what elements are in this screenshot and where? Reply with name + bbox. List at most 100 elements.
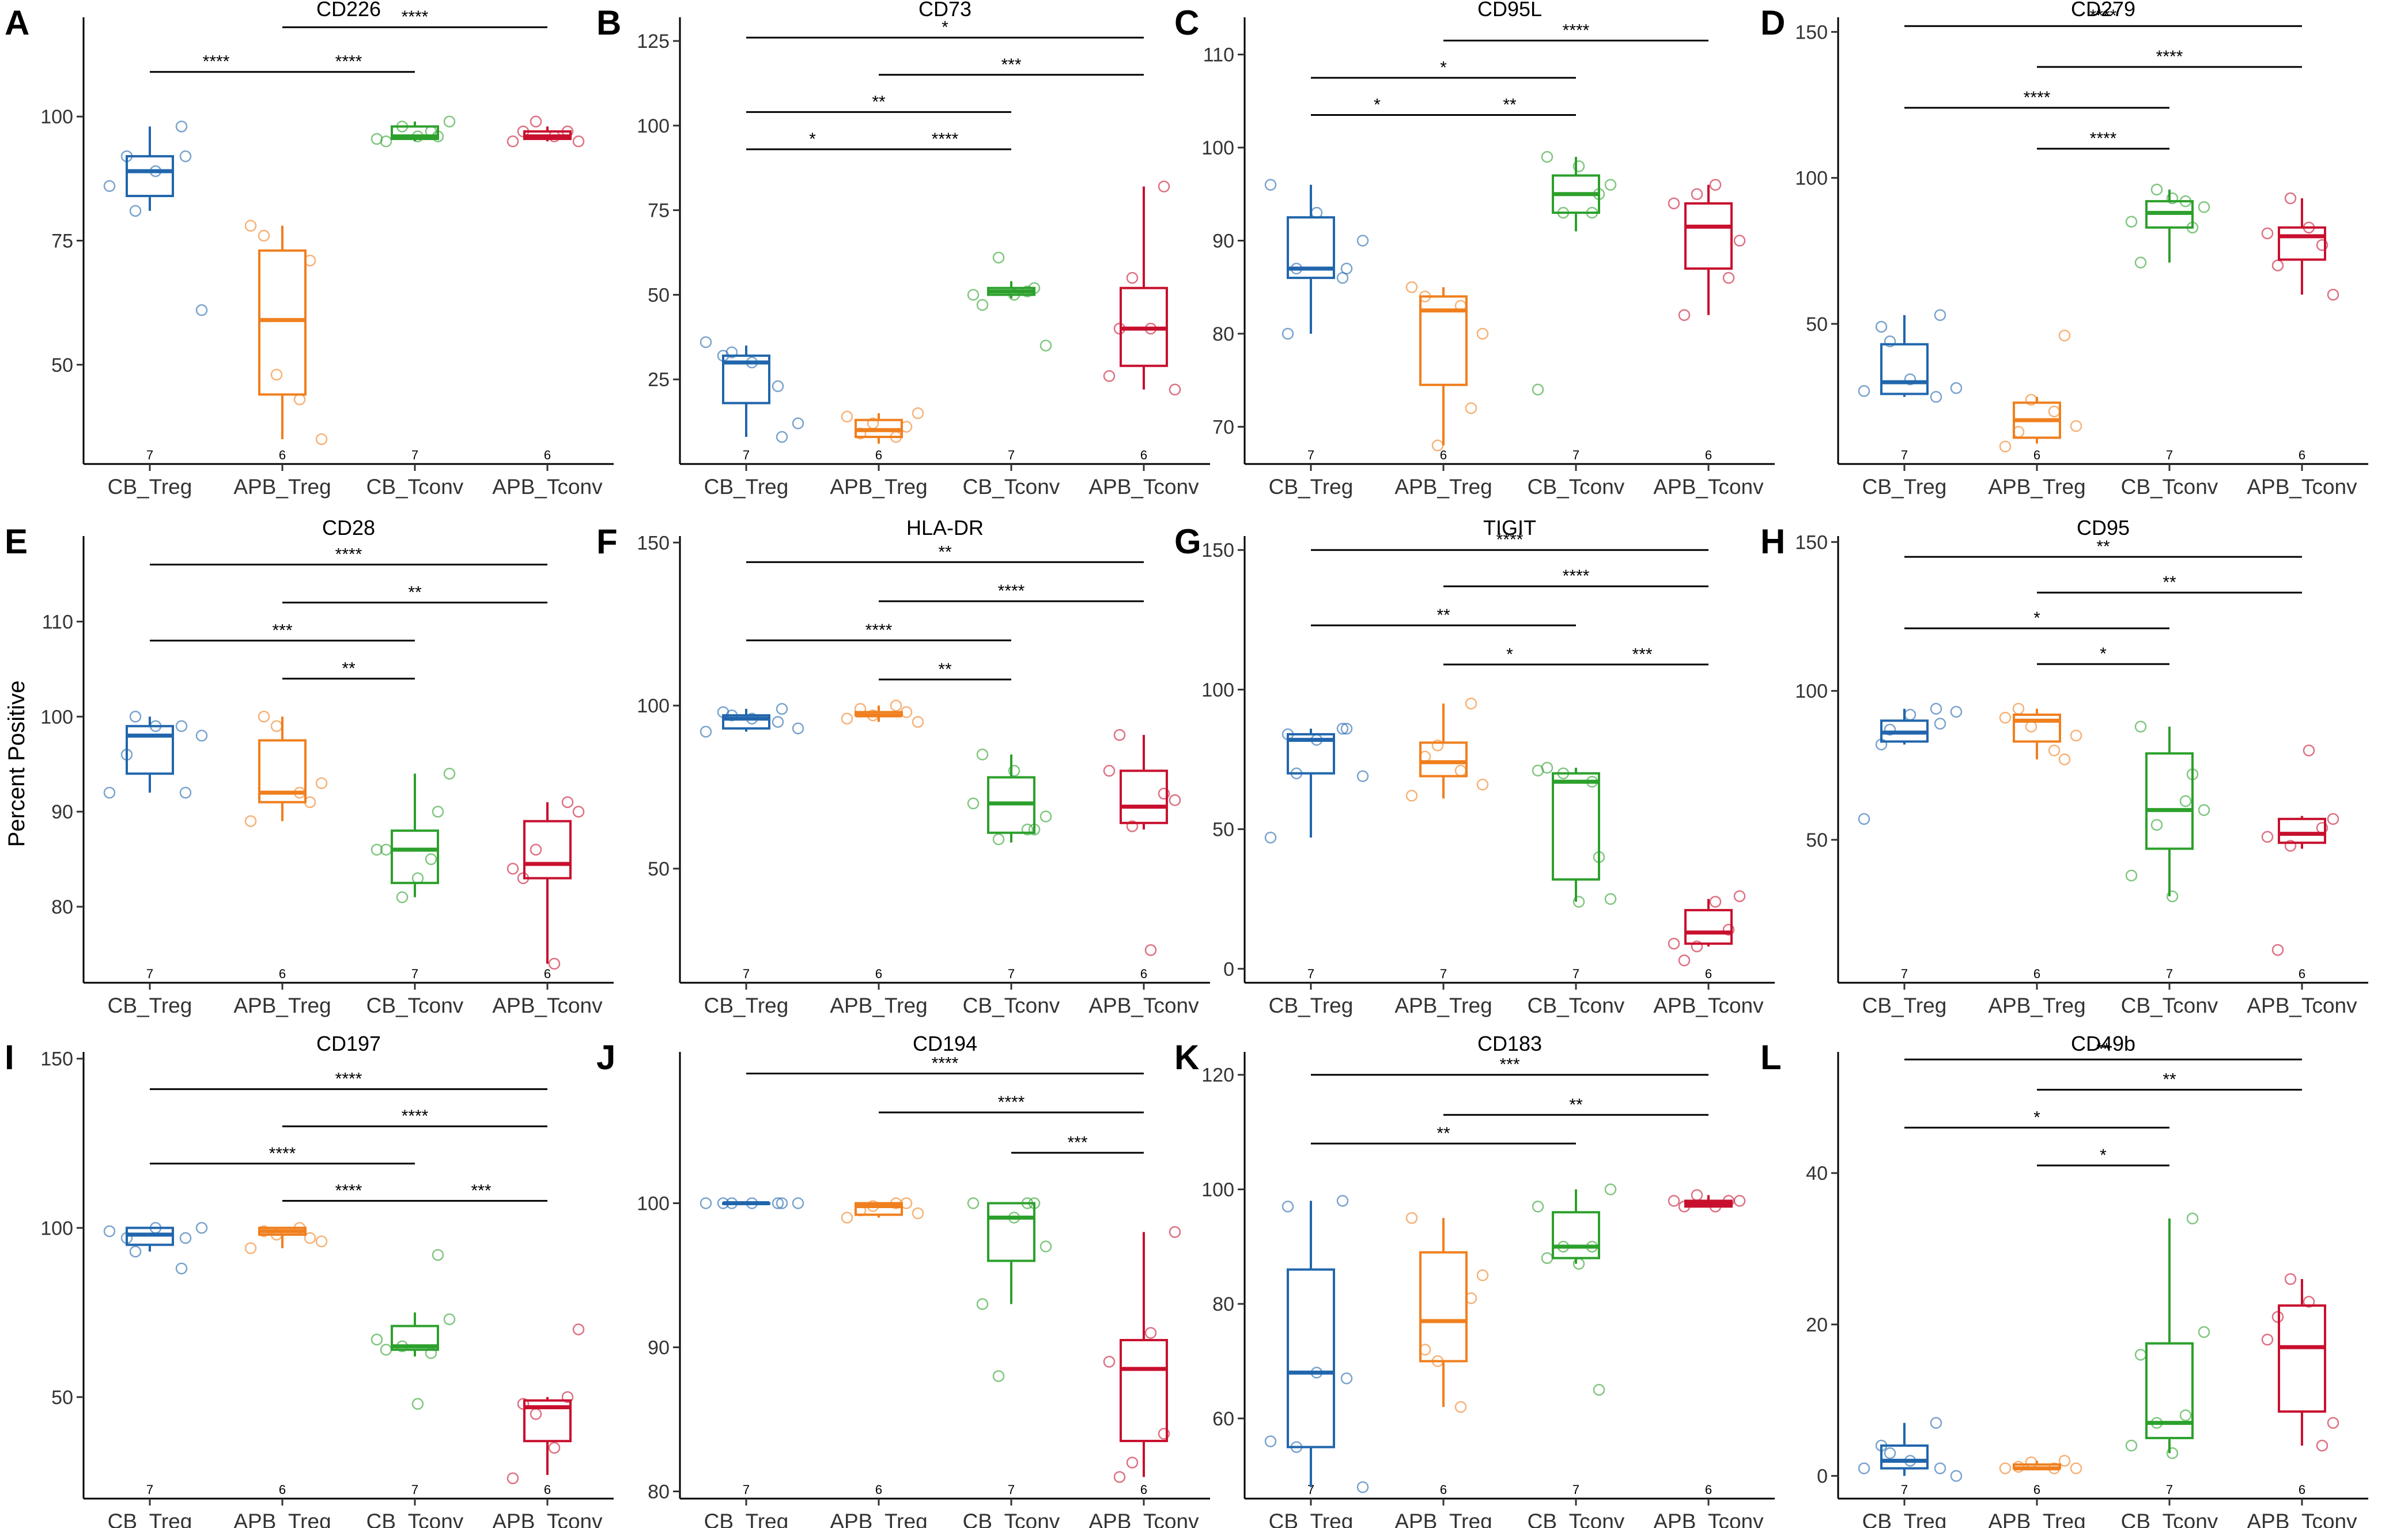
data-point bbox=[2125, 869, 2138, 882]
y-tick-label: 60 bbox=[1212, 1408, 1234, 1430]
data-point bbox=[854, 703, 867, 715]
data-point bbox=[1144, 322, 1157, 335]
panel-letter: C bbox=[1174, 3, 1199, 42]
data-point bbox=[270, 1228, 283, 1241]
data-point bbox=[1336, 1195, 1349, 1207]
data-point bbox=[371, 133, 383, 145]
data-point bbox=[2150, 183, 2163, 196]
y-tick-label: 0 bbox=[1817, 1466, 1828, 1488]
sample-count-label: 7 bbox=[1572, 967, 1579, 981]
data-point bbox=[792, 1197, 804, 1209]
data-point bbox=[854, 427, 867, 440]
panel-l: L CD49b 0 20 40 CB_Treg 7 APB_Treg 6 CB_Tconv 7 APB… bbox=[1760, 1032, 2368, 1528]
data-point bbox=[1405, 790, 1418, 802]
sample-count-label: 7 bbox=[743, 1482, 750, 1497]
y-tick-label: 50 bbox=[51, 1387, 73, 1409]
data-point bbox=[776, 703, 788, 715]
data-point bbox=[2186, 1212, 2199, 1225]
data-point bbox=[1884, 335, 1896, 348]
data-point bbox=[725, 1197, 738, 1209]
box-iqr bbox=[1120, 769, 1168, 824]
data-point bbox=[1028, 1197, 1041, 1209]
x-tick-label: CB_Treg bbox=[704, 1510, 789, 1528]
data-point bbox=[1950, 382, 1963, 394]
data-point bbox=[1008, 289, 1020, 301]
sample-count-label: 6 bbox=[279, 448, 286, 462]
data-point bbox=[2070, 420, 2082, 432]
y-tick-label: 50 bbox=[648, 858, 670, 880]
data-point bbox=[304, 796, 316, 808]
data-point bbox=[1419, 750, 1431, 763]
significance-label: * bbox=[2033, 1108, 2040, 1127]
x-tick-label: APB_Tconv bbox=[2247, 1510, 2357, 1528]
panel-k: K CD183 60 80 100 120 CB_Treg 7 APB_Treg 6 CB_Tcon… bbox=[1174, 1032, 1775, 1528]
y-tick-label: 90 bbox=[648, 1337, 670, 1359]
data-point bbox=[2303, 221, 2315, 233]
data-point bbox=[1039, 1240, 1052, 1252]
panel-title: CD49b bbox=[2071, 1032, 2135, 1055]
data-point bbox=[432, 1249, 444, 1261]
data-point bbox=[179, 1232, 192, 1244]
sample-count-label: 7 bbox=[1572, 448, 1579, 462]
significance-label: **** bbox=[2090, 6, 2117, 25]
box-iqr bbox=[2013, 714, 2061, 743]
panel-d: D CD279 50 100 150 CB_Treg 7 APB_Treg 6 CB_Tconv 7… bbox=[1760, 0, 2368, 499]
sample-count-label: 6 bbox=[2033, 448, 2040, 462]
data-point bbox=[517, 1398, 530, 1410]
data-point bbox=[1668, 197, 1680, 210]
sample-count-label: 7 bbox=[411, 448, 418, 462]
data-point bbox=[1021, 823, 1034, 836]
x-tick-label: APB_Treg bbox=[233, 475, 331, 499]
data-point bbox=[2271, 944, 2284, 956]
data-point bbox=[841, 712, 853, 725]
x-tick-label: APB_Tconv bbox=[1088, 994, 1199, 1017]
data-point bbox=[1405, 1212, 1418, 1224]
data-point bbox=[1264, 831, 1277, 844]
panel-a: A CD226 50 75 100 CB_Treg 7 APB_Treg 6 CB_Tconv 7 A… bbox=[5, 0, 614, 499]
panel-title: CD226 bbox=[316, 0, 381, 21]
data-point bbox=[425, 853, 437, 865]
data-point bbox=[561, 1391, 574, 1404]
sample-count-label: 7 bbox=[2166, 1482, 2173, 1497]
x-tick-label: CB_Treg bbox=[1269, 475, 1354, 499]
box-iqr bbox=[1684, 202, 1733, 270]
data-point bbox=[1103, 1356, 1116, 1368]
data-point bbox=[1678, 954, 1691, 967]
data-point bbox=[315, 777, 328, 789]
data-point bbox=[1264, 1435, 1277, 1447]
data-point bbox=[1858, 813, 1870, 825]
sample-count-label: 6 bbox=[875, 448, 882, 462]
sample-count-label: 6 bbox=[544, 448, 551, 462]
data-point bbox=[1557, 206, 1570, 219]
data-point bbox=[1356, 770, 1369, 782]
data-point bbox=[1169, 794, 1181, 806]
data-point bbox=[1021, 1197, 1034, 1209]
data-point bbox=[244, 815, 257, 827]
data-point bbox=[195, 304, 208, 316]
panel-letter: D bbox=[1760, 3, 1785, 42]
data-point bbox=[129, 205, 142, 217]
data-point bbox=[2186, 768, 2199, 780]
data-point bbox=[380, 1344, 392, 1356]
data-point bbox=[270, 720, 283, 733]
data-point bbox=[443, 1313, 456, 1326]
panel-title: CD279 bbox=[2071, 0, 2135, 21]
data-point bbox=[1691, 940, 1703, 953]
sample-count-label: 6 bbox=[1440, 448, 1447, 462]
data-point bbox=[1875, 738, 1888, 750]
data-point bbox=[1593, 188, 1605, 201]
data-point bbox=[992, 833, 1005, 846]
panel-f: F HLA-DR 50 100 150 CB_Treg 7 APB_Treg 6 CB_Tconv… bbox=[596, 516, 1210, 1017]
data-point bbox=[2058, 753, 2071, 765]
data-point bbox=[120, 749, 133, 761]
y-tick-label: 110 bbox=[1203, 44, 1234, 66]
data-point bbox=[1930, 1417, 1942, 1429]
data-point bbox=[129, 1246, 142, 1258]
y-tick-label: 25 bbox=[648, 369, 670, 391]
data-point bbox=[411, 130, 424, 142]
box-iqr bbox=[1287, 733, 1335, 775]
data-point bbox=[1336, 722, 1349, 735]
x-tick-label: CB_Treg bbox=[704, 475, 789, 499]
y-tick-label: 50 bbox=[648, 284, 670, 306]
data-point bbox=[530, 1408, 542, 1420]
